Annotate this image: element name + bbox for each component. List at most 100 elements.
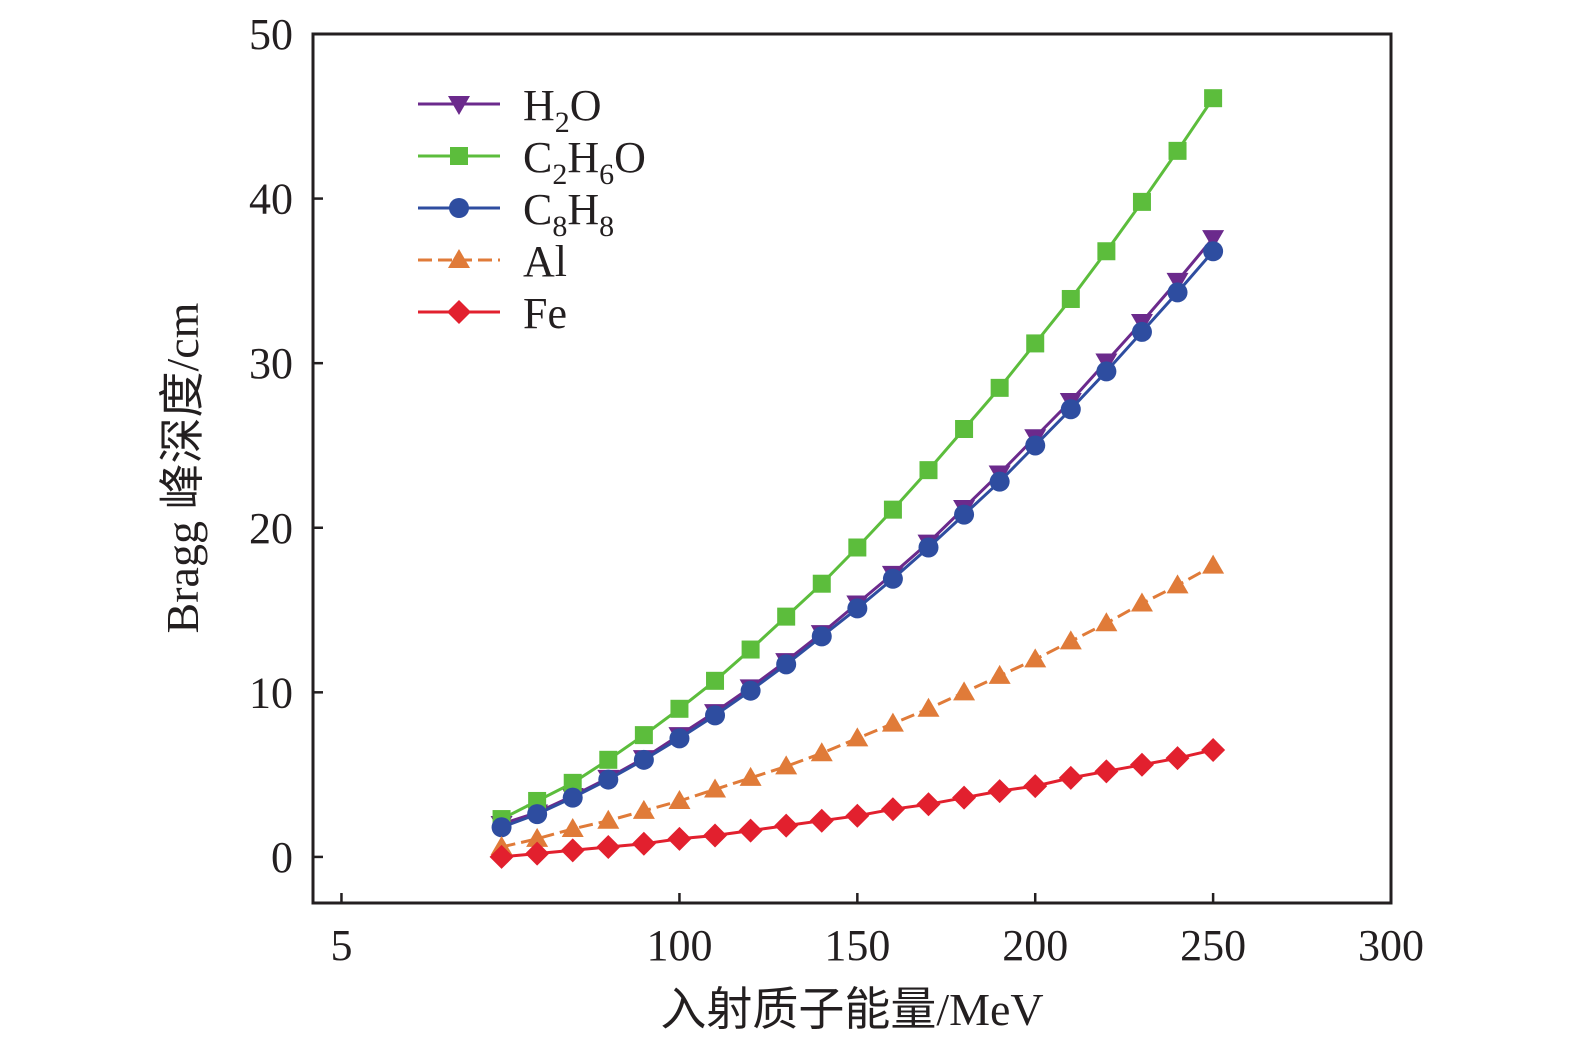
data-point-fe xyxy=(703,823,728,848)
legend-label: C8H8 xyxy=(523,185,614,243)
data-point-c2h6o xyxy=(741,640,760,659)
data-point-c8h8 xyxy=(1167,282,1188,303)
plot-frame xyxy=(311,32,1393,905)
data-point-fe xyxy=(952,785,977,810)
data-point-al xyxy=(632,799,655,819)
data-point-al xyxy=(1059,630,1082,650)
data-point-c8h8 xyxy=(882,568,903,589)
data-point-c2h6o xyxy=(634,726,653,745)
y-tick-label: 50 xyxy=(249,10,293,59)
data-point-c8h8 xyxy=(954,504,975,525)
data-point-al xyxy=(1166,574,1189,594)
data-point-c8h8 xyxy=(491,817,512,838)
data-point-fe xyxy=(525,841,550,866)
data-point-c8h8 xyxy=(1025,435,1046,456)
data-point-fe xyxy=(1023,774,1048,799)
data-point-fe xyxy=(596,835,621,860)
data-point-c2h6o xyxy=(883,500,902,519)
y-tick-label: 30 xyxy=(249,339,293,388)
data-point-al xyxy=(953,681,976,701)
legend-marker-c2h6o xyxy=(450,147,468,165)
data-point-c8h8 xyxy=(598,769,619,790)
data-point-h2o xyxy=(1202,230,1225,250)
data-point-al xyxy=(1130,592,1153,612)
series-c2h6o xyxy=(492,89,1223,829)
data-point-al xyxy=(881,712,904,732)
data-point-fe xyxy=(987,779,1012,804)
legend-marker-c8h8 xyxy=(449,198,469,218)
data-point-al xyxy=(988,664,1011,684)
data-point-fe xyxy=(1094,759,1119,784)
data-point-fe xyxy=(845,803,870,828)
data-point-c8h8 xyxy=(847,598,868,619)
data-point-al xyxy=(1202,554,1225,574)
data-point-c2h6o xyxy=(812,574,831,593)
series-c8h8 xyxy=(491,241,1224,838)
data-point-c8h8 xyxy=(669,728,690,749)
x-tick-label: 250 xyxy=(1180,921,1246,970)
data-point-c2h6o xyxy=(848,538,867,557)
x-tick-label: 100 xyxy=(646,921,712,970)
data-point-fe xyxy=(1165,746,1190,771)
data-point-fe xyxy=(631,831,656,856)
data-point-c2h6o xyxy=(563,773,582,792)
legend-marker-h2o xyxy=(448,96,470,115)
data-point-fe xyxy=(489,844,514,869)
data-point-fe xyxy=(738,818,763,843)
data-point-al xyxy=(704,778,727,798)
x-tick-label: 200 xyxy=(1002,921,1068,970)
y-tick-label: 20 xyxy=(249,504,293,553)
y-tick-label: 10 xyxy=(249,668,293,717)
data-point-h2o xyxy=(1166,272,1189,292)
data-point-c2h6o xyxy=(919,461,938,480)
data-point-al xyxy=(846,727,869,747)
data-point-fe xyxy=(560,838,585,863)
x-tick-label: 5 xyxy=(330,921,352,970)
y-axis: 0 10 20 30 40 50 xyxy=(249,10,323,882)
data-point-c2h6o xyxy=(777,607,796,626)
legend-item-c8h8: C8H8 xyxy=(418,185,614,243)
data-point-c2h6o xyxy=(990,378,1009,397)
data-point-fe xyxy=(1058,765,1083,790)
data-point-fe xyxy=(667,826,692,851)
data-point-fe xyxy=(809,808,834,833)
data-point-c2h6o xyxy=(1061,289,1080,308)
series-layer xyxy=(489,89,1226,869)
data-point-c8h8 xyxy=(918,537,939,558)
legend-label: C2H6O xyxy=(523,133,646,191)
data-point-c8h8 xyxy=(1131,321,1152,342)
data-point-fe xyxy=(1129,752,1154,777)
data-point-al xyxy=(668,789,691,809)
data-point-c8h8 xyxy=(1060,399,1081,420)
data-point-fe xyxy=(774,813,799,838)
data-point-c8h8 xyxy=(1203,241,1224,262)
x-axis-title: 入射质子能量/MeV xyxy=(660,984,1043,1035)
data-point-c2h6o xyxy=(1026,334,1045,353)
data-point-al xyxy=(1024,648,1047,668)
series-line-c2h6o xyxy=(500,97,1215,821)
y-tick-label: 0 xyxy=(271,833,293,882)
data-point-c2h6o xyxy=(1204,89,1223,108)
x-tick-label: 150 xyxy=(824,921,890,970)
legend-label: Fe xyxy=(523,289,567,338)
data-point-c8h8 xyxy=(527,804,548,825)
data-point-al xyxy=(775,755,798,775)
y-tick-label: 40 xyxy=(249,175,293,224)
legend-item-al: Al xyxy=(418,237,567,286)
data-point-al xyxy=(597,809,620,829)
x-tick-label: 300 xyxy=(1358,921,1424,970)
data-point-c2h6o xyxy=(955,420,974,438)
data-point-c8h8 xyxy=(776,654,797,675)
data-point-c2h6o xyxy=(670,699,689,718)
data-point-c8h8 xyxy=(740,680,761,701)
data-point-fe xyxy=(1201,737,1226,762)
data-point-al xyxy=(1095,612,1118,632)
series-al xyxy=(490,554,1225,856)
data-point-c8h8 xyxy=(1096,361,1117,382)
data-point-c2h6o xyxy=(1097,242,1116,261)
legend-label: Al xyxy=(523,237,567,286)
data-point-al xyxy=(917,697,940,717)
legend-item-c2h6o: C2H6O xyxy=(418,133,646,191)
